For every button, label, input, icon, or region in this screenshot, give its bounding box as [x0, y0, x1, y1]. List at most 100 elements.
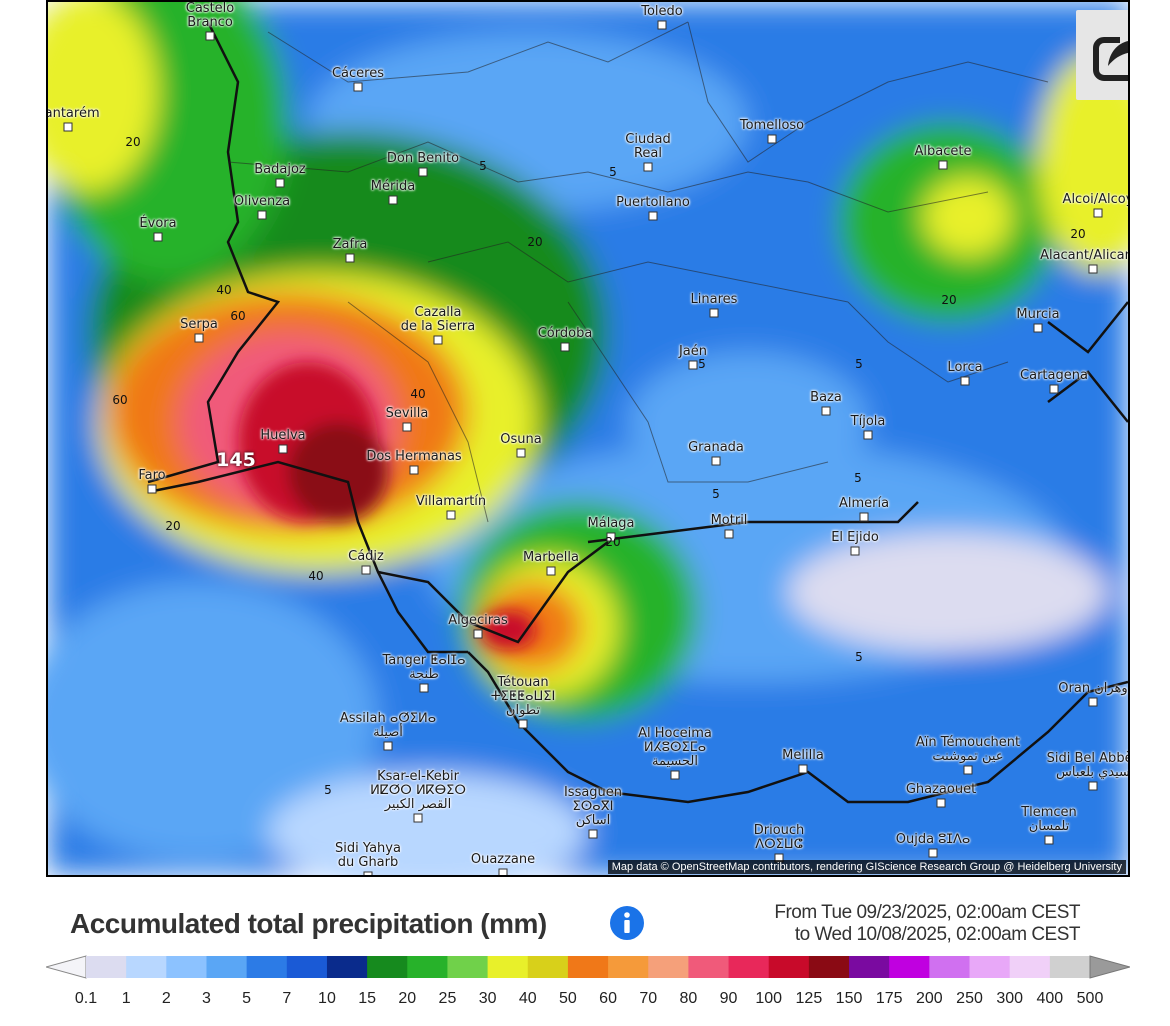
isoline-label: 20 — [125, 135, 141, 149]
place-label: Baza — [810, 390, 842, 405]
place-label: Granada — [688, 440, 744, 455]
info-button[interactable] — [610, 906, 644, 940]
place-label: Murcia — [1016, 307, 1060, 322]
place-marker — [275, 178, 285, 188]
scale-swatch — [407, 956, 448, 978]
place-label: Dos Hermanas — [366, 449, 462, 464]
place-marker — [205, 31, 215, 41]
scale-swatch — [608, 956, 649, 978]
scale-swatch — [1049, 956, 1091, 978]
place-label: Ksar-el-Kebir ⵍⵇⵚⵔ ⵍⴽⴱⵉⵔ القصر الكبير — [370, 769, 466, 812]
isoline-label: 40 — [216, 283, 232, 297]
place-label: Alcoi/Alcoy — [1062, 192, 1130, 207]
place-label: Motril — [710, 513, 748, 528]
place-marker — [960, 376, 970, 386]
scale-arrow-high — [1089, 955, 1130, 979]
place-label: Al Hoceima ⵍⵃⵓⵙⵉⵎⴰ الحسيمة — [638, 726, 712, 769]
place-label: Alacant/Alicante — [1040, 248, 1128, 263]
scale-tick-label: 0.1 — [74, 990, 98, 1007]
color-scale-ticks: 0.1 1 2 3 5 7 10 15 20 25 30 40 50 60 70 80 90 100 125 150 1… — [46, 990, 1130, 1010]
place-label: Cazalla de la Sierra — [400, 305, 476, 334]
place-marker — [767, 134, 777, 144]
place-marker — [928, 848, 938, 858]
isoline-label: 60 — [112, 393, 128, 407]
place-marker — [1044, 835, 1054, 845]
place-marker — [433, 335, 443, 345]
scale-tick-label: 7 — [282, 990, 292, 1007]
scale-swatch — [126, 956, 167, 978]
scale-tick-label: 60 — [599, 990, 617, 1007]
isoline-label: 5 — [854, 471, 862, 485]
place-marker — [1093, 208, 1103, 218]
place-label: Jaén — [678, 344, 708, 359]
scale-swatch — [166, 956, 207, 978]
scale-tick-label: 80 — [679, 990, 698, 1007]
info-icon — [610, 906, 644, 940]
place-marker — [606, 532, 616, 542]
place-label: Sidi Bel Abbès سيدي بلعباس — [1046, 751, 1130, 780]
place-label: Oujda ⵓⵊⴷⴰ — [895, 832, 971, 847]
isoline-label: 20 — [1070, 227, 1086, 241]
place-marker — [473, 629, 483, 639]
place-label: Linares — [690, 292, 738, 307]
share-button[interactable] — [1076, 10, 1128, 100]
scale-tick-label: 2 — [161, 990, 171, 1007]
scale-swatch — [286, 956, 328, 978]
place-label: Lorca — [947, 360, 983, 375]
map-attribution: Map data © OpenStreetMap contributors, r… — [607, 860, 1126, 874]
scale-swatch — [929, 956, 971, 978]
scale-tick-label: 10 — [318, 990, 336, 1007]
scale-tick-label: 40 — [518, 990, 537, 1007]
place-marker — [345, 253, 355, 263]
scale-tick-label: 15 — [358, 990, 377, 1007]
max-value-label: 145 — [216, 449, 256, 471]
place-marker — [518, 719, 528, 729]
place-label: Assilah ⴰⵚⵉⵍⴰ أصيلة — [339, 711, 437, 740]
place-label: Sevilla — [385, 406, 429, 421]
place-label: Ghazaouet — [905, 782, 977, 797]
place-label: Málaga — [587, 516, 635, 531]
scale-swatch — [487, 956, 529, 978]
place-marker — [363, 871, 373, 875]
place-marker — [821, 406, 831, 416]
scale-tick-label: 300 — [996, 990, 1024, 1007]
place-marker — [446, 510, 456, 520]
place-marker — [278, 444, 288, 454]
isoline-label: 60 — [230, 309, 246, 323]
place-label: El Ejido — [831, 530, 879, 545]
scale-tick-label: 70 — [639, 990, 658, 1007]
place-marker — [409, 465, 419, 475]
place-label: Huelva — [260, 428, 306, 443]
place-label: Ouazzane — [470, 852, 536, 867]
place-label: Algeciras — [448, 613, 508, 628]
place-marker — [194, 333, 204, 343]
place-marker — [1049, 384, 1059, 394]
place-marker — [643, 162, 653, 172]
place-marker — [711, 456, 721, 466]
place-marker — [402, 422, 412, 432]
place-marker — [353, 82, 363, 92]
period-from: From Tue 09/23/2025, 02:00am CEST — [774, 902, 1080, 923]
scale-swatch — [808, 956, 850, 978]
place-marker — [936, 798, 946, 808]
place-marker — [153, 232, 163, 242]
place-marker — [1088, 697, 1098, 707]
scale-swatch — [768, 956, 810, 978]
place-label: Villamartín — [415, 494, 487, 509]
place-marker — [648, 211, 658, 221]
precipitation-map[interactable]: 145 Castelo Branco Toledo Cáceres Santarém T… — [46, 0, 1130, 877]
period-to: to Wed 10/08/2025, 02:00am CEST — [794, 924, 1081, 945]
place-label: Cáceres — [331, 66, 385, 81]
place-marker — [388, 195, 398, 205]
place-marker — [63, 122, 73, 132]
scale-swatch — [969, 956, 1011, 978]
place-marker — [1033, 323, 1043, 333]
isoline-label: 20 — [527, 235, 543, 249]
isoline-label: 20 — [941, 293, 957, 307]
scale-swatch — [326, 956, 368, 978]
isoline-label: 5 — [855, 650, 863, 664]
scale-swatch — [527, 956, 569, 978]
place-label: Olivenza — [233, 194, 291, 209]
legend-title: Accumulated total precipitation (mm) — [70, 908, 547, 939]
place-label: Cartagena — [1020, 368, 1088, 383]
